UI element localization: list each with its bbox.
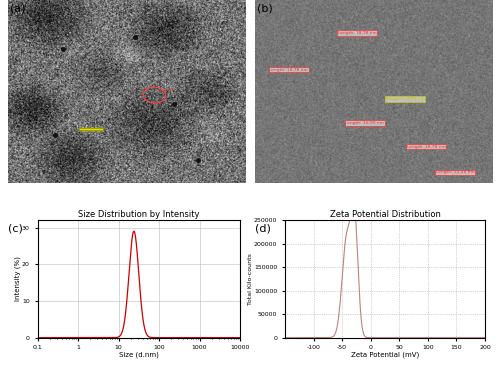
Y-axis label: Total Kilo-counts: Total Kilo-counts <box>248 253 252 305</box>
Title: Size Distribution by Intensity: Size Distribution by Intensity <box>78 210 200 219</box>
X-axis label: Size (d.nm): Size (d.nm) <box>119 352 158 358</box>
Text: Length: 18.78 nm: Length: 18.78 nm <box>338 31 377 35</box>
Text: Length: 13.93 nm: Length: 13.93 nm <box>386 97 424 101</box>
Text: Length: 21.48 nm: Length: 21.48 nm <box>436 171 474 174</box>
Title: Zeta Potential Distribution: Zeta Potential Distribution <box>330 210 440 219</box>
Text: (b): (b) <box>258 4 273 14</box>
Text: Length: 18.78 nm: Length: 18.78 nm <box>269 68 308 72</box>
Text: (a): (a) <box>10 4 26 14</box>
Text: Length: 15.90 nm: Length: 15.90 nm <box>345 121 384 125</box>
Text: Length: 18.78 nm: Length: 18.78 nm <box>407 145 446 149</box>
Text: nm nm: nm nm <box>162 88 175 92</box>
X-axis label: Zeta Potential (mV): Zeta Potential (mV) <box>351 352 419 358</box>
Text: (c): (c) <box>8 224 23 234</box>
Y-axis label: Intensity (%): Intensity (%) <box>14 257 20 301</box>
Text: (d): (d) <box>256 224 272 234</box>
